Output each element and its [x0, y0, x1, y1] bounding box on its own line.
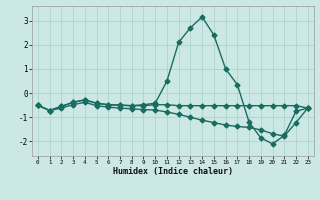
X-axis label: Humidex (Indice chaleur): Humidex (Indice chaleur) — [113, 167, 233, 176]
